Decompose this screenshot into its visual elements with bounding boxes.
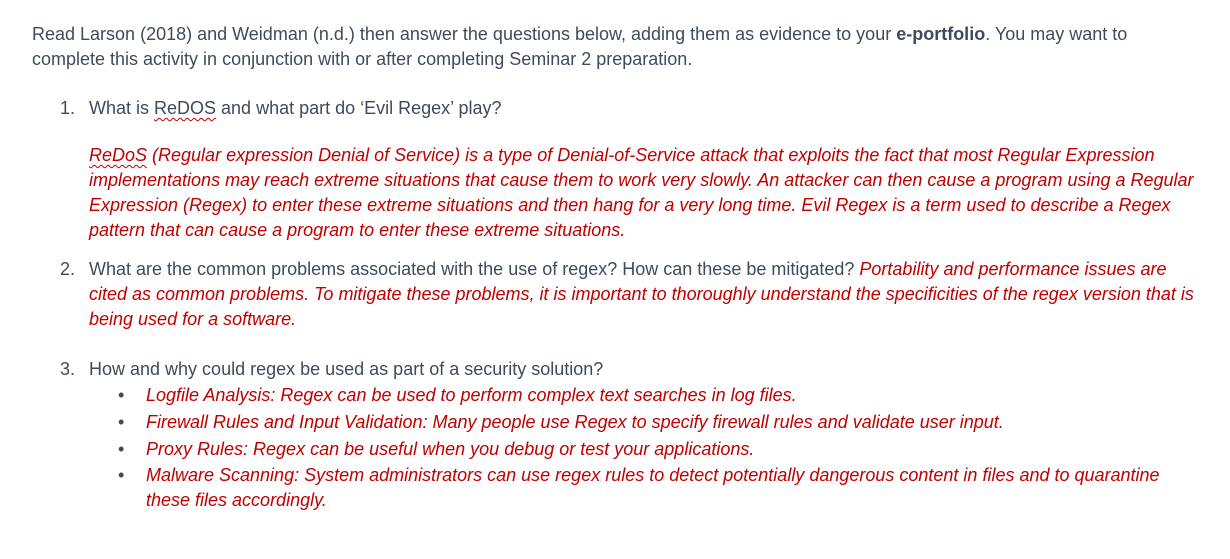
intro-text-after: . You may want to complete this activity… <box>32 24 1128 69</box>
question-text: How and why could regex be used as part … <box>89 359 604 379</box>
answer-2: Portability and performance issues are c… <box>89 259 1194 329</box>
question-2: 2. What are the common problems associat… <box>32 257 1202 332</box>
spellcheck-word: ReDoS <box>89 145 148 165</box>
intro-bold-term: e-portfolio <box>896 24 986 44</box>
question-number: 3. <box>60 359 76 379</box>
question-text: What are the common problems associated … <box>89 259 1194 329</box>
answer-1: ReDoS (Regular expression Denial of Serv… <box>89 145 1194 240</box>
list-item: • Malware Scanning: System administrators… <box>118 465 1160 510</box>
spellcheck-word: ReDOS <box>154 98 217 118</box>
question-number: 1. <box>60 98 76 118</box>
question-1: 1. What is ReDOS and what part do ‘Evil … <box>32 96 1202 121</box>
bullet-icon: • <box>118 412 125 432</box>
question-3: 3. How and why could regex be used as pa… <box>32 357 1202 382</box>
question-text: What is ReDOS and what part do ‘Evil Reg… <box>89 98 502 118</box>
list-item: • Logfile Analysis: Regex can be used to … <box>118 382 1202 409</box>
intro-paragraph: Read Larson (2018) and Weidman (n.d.) th… <box>32 22 1202 72</box>
document-body: Read Larson (2018) and Weidman (n.d.) th… <box>32 22 1202 513</box>
list-item: • Firewall Rules and Input Validation: Ma… <box>118 409 1202 436</box>
question-number: 2. <box>60 259 76 279</box>
intro-text-before: Read Larson (2018) and Weidman (n.d.) th… <box>32 24 897 44</box>
bullet-icon: • <box>118 385 125 405</box>
bullet-icon: • <box>118 439 125 459</box>
list-item: • Proxy Rules: Regex can be useful when y… <box>118 436 1202 463</box>
bullet-icon: • <box>118 465 125 485</box>
answer-3-list: • Logfile Analysis: Regex can be used to … <box>118 382 1202 513</box>
